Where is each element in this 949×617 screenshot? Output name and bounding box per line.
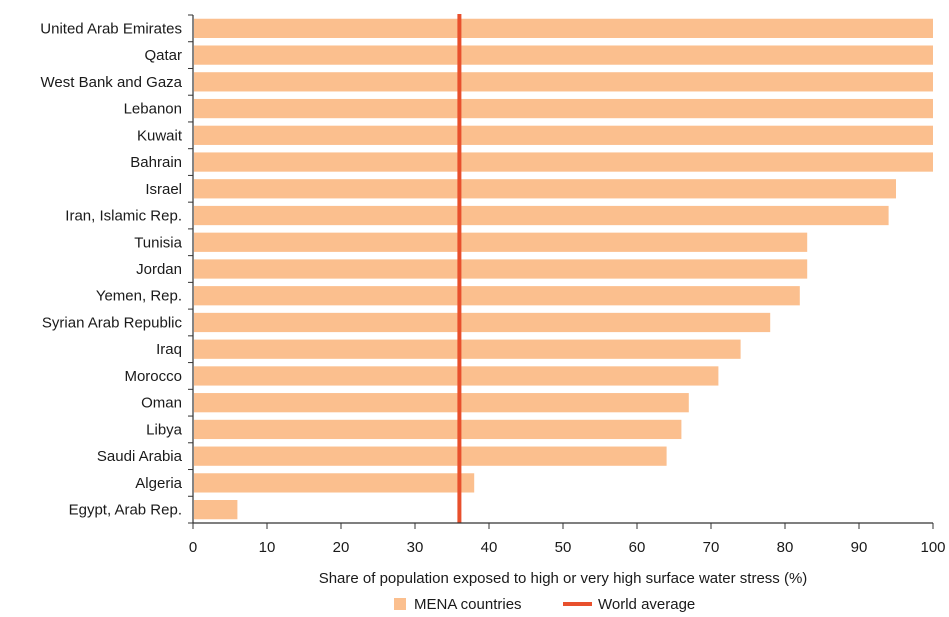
axes-group xyxy=(188,14,934,529)
bar xyxy=(194,419,682,440)
bar xyxy=(194,473,475,493)
x-axis-label: Share of population exposed to high or v… xyxy=(319,570,808,587)
x-tick-label: 20 xyxy=(333,539,350,556)
bar xyxy=(194,232,808,252)
category-label: Libya xyxy=(146,421,183,438)
category-label: Syrian Arab Republic xyxy=(42,314,183,331)
category-label: Tunisia xyxy=(134,234,182,251)
bar xyxy=(194,339,741,359)
legend: MENA countries World average xyxy=(394,596,695,613)
category-label: Jordan xyxy=(136,261,182,278)
category-label: Yemen, Rep. xyxy=(96,288,182,305)
bar xyxy=(194,286,800,306)
category-label: Iran, Islamic Rep. xyxy=(65,208,182,225)
x-tick-label: 30 xyxy=(407,539,424,556)
x-tick-label: 0 xyxy=(189,539,197,556)
x-tick-label: 10 xyxy=(259,539,276,556)
category-label: Iraq xyxy=(156,341,182,358)
bar xyxy=(194,125,933,145)
bar xyxy=(194,366,719,386)
legend-label-world-average: World average xyxy=(598,596,695,613)
x-tick-label: 70 xyxy=(703,539,720,556)
x-tick-label: 100 xyxy=(920,539,945,556)
category-label: Israel xyxy=(145,181,182,198)
bar xyxy=(194,45,933,65)
legend-swatch-mena xyxy=(394,598,406,610)
bar xyxy=(194,72,933,92)
category-label: Oman xyxy=(141,395,182,412)
category-label: Bahrain xyxy=(130,154,182,171)
category-label: Lebanon xyxy=(124,101,182,118)
category-label: United Arab Emirates xyxy=(40,20,182,37)
category-label: Egypt, Arab Rep. xyxy=(69,502,182,519)
bar xyxy=(194,98,933,119)
category-labels-group: United Arab Emirates Qatar West Bank and G… xyxy=(40,20,183,518)
bar xyxy=(194,179,896,199)
bar xyxy=(194,446,667,466)
x-tick-label: 60 xyxy=(629,539,646,556)
x-tick-label: 40 xyxy=(481,539,498,556)
category-label: Kuwait xyxy=(137,127,183,144)
x-tick-labels-group: 0 10 20 30 40 50 60 70 80 90 100 xyxy=(189,539,946,556)
category-label: Algeria xyxy=(135,475,182,492)
bar xyxy=(194,259,808,279)
x-tick-label: 50 xyxy=(555,539,572,556)
category-label: Morocco xyxy=(124,368,182,385)
category-label: Qatar xyxy=(144,47,182,64)
bar xyxy=(194,312,771,333)
bar xyxy=(194,205,889,226)
bar xyxy=(194,500,238,520)
bar xyxy=(194,18,933,38)
bar xyxy=(194,393,689,413)
x-tick-label: 80 xyxy=(777,539,794,556)
category-label: Saudi Arabia xyxy=(97,448,183,465)
legend-label-mena: MENA countries xyxy=(414,596,522,613)
category-label: West Bank and Gaza xyxy=(41,74,183,91)
x-tick-label: 90 xyxy=(851,539,868,556)
bar xyxy=(194,152,933,172)
bars-group xyxy=(194,18,933,520)
